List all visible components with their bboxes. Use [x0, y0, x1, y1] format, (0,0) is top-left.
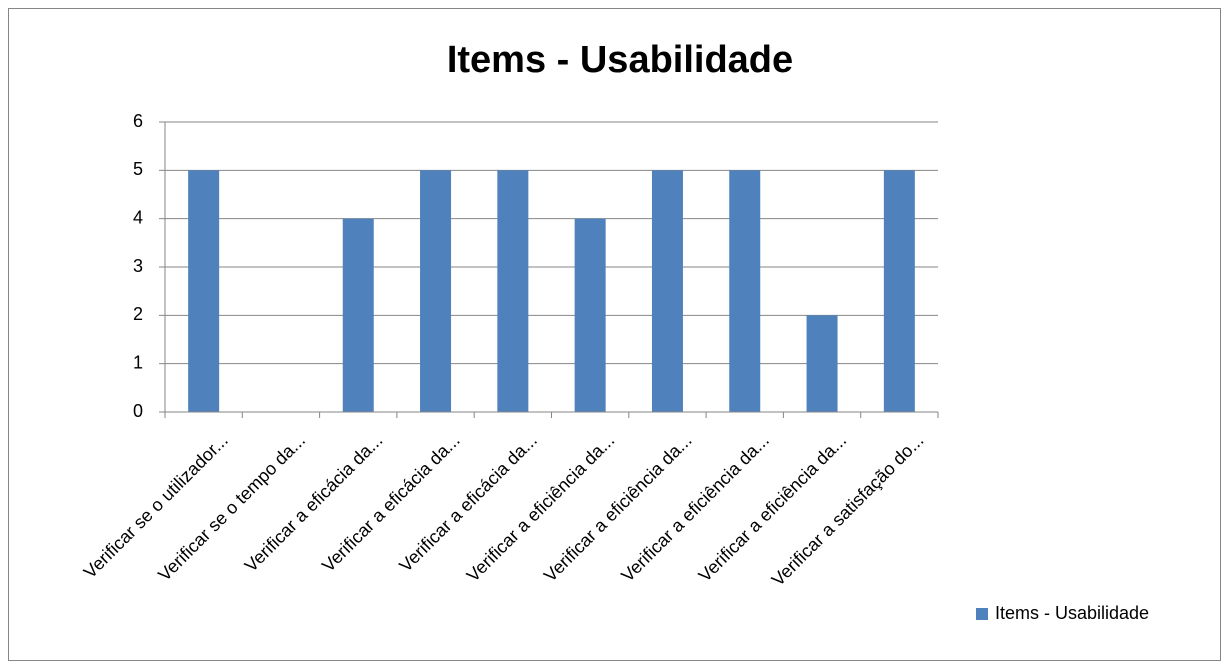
y-tick-label: 5	[133, 159, 143, 179]
y-tick-label: 4	[133, 207, 143, 227]
chart-title: Items - Usabilidade	[447, 39, 793, 81]
bar	[574, 218, 606, 412]
bar	[342, 218, 374, 412]
bar	[497, 170, 529, 412]
y-tick-label: 6	[133, 111, 143, 131]
bar	[883, 170, 915, 412]
bar	[729, 170, 761, 412]
legend-swatch	[976, 608, 988, 620]
y-tick-label: 1	[133, 352, 143, 372]
y-tick-label: 3	[133, 256, 143, 276]
bar	[651, 170, 683, 412]
y-tick-label: 2	[133, 304, 143, 324]
bar	[806, 315, 838, 412]
y-tick-label: 0	[133, 401, 143, 421]
bar	[188, 170, 220, 412]
bar	[420, 170, 452, 412]
legend-label: Items - Usabilidade	[995, 603, 1149, 623]
